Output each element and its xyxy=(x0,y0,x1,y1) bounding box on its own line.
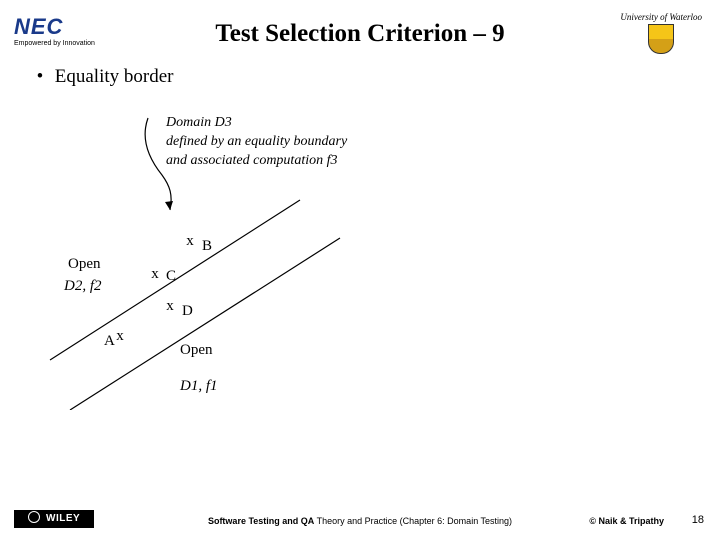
equality-border-diagram: Domain D3 defined by an equality boundary… xyxy=(40,110,350,410)
waterloo-logo: University of Waterloo xyxy=(620,12,702,54)
svg-text:D: D xyxy=(182,303,193,319)
svg-text:defined by an equality boundar: defined by an equality boundary xyxy=(166,134,348,149)
svg-text:D2, f2: D2, f2 xyxy=(63,278,102,294)
svg-text:Open: Open xyxy=(68,256,101,272)
footer-center-plain: Theory and Practice (Chapter 6: Domain T… xyxy=(314,516,512,526)
svg-text:C: C xyxy=(166,268,176,284)
svg-text:Domain D3: Domain D3 xyxy=(165,115,232,130)
footer-copyright: © Naik & Tripathy xyxy=(589,516,664,526)
svg-text:B: B xyxy=(202,238,212,254)
footer: WILEY Software Testing and QA Theory and… xyxy=(0,508,720,532)
slide: NEC Empowered by Innovation Test Selecti… xyxy=(0,0,720,540)
page-number: 18 xyxy=(692,514,704,526)
page-title: Test Selection Criterion – 9 xyxy=(0,20,720,48)
svg-text:x: x xyxy=(151,266,159,282)
bullet-text: Equality border xyxy=(55,66,174,87)
footer-center-bold: Software Testing and QA xyxy=(208,516,314,526)
svg-text:Open: Open xyxy=(180,342,213,358)
bullet-dot-icon: • xyxy=(30,66,50,88)
waterloo-shield-icon xyxy=(648,24,674,54)
header: NEC Empowered by Innovation Test Selecti… xyxy=(0,8,720,68)
svg-text:x: x xyxy=(116,328,124,344)
svg-text:x: x xyxy=(186,233,194,249)
bullet-item: • Equality border xyxy=(30,66,173,88)
svg-text:x: x xyxy=(166,298,174,314)
svg-text:A: A xyxy=(104,333,115,349)
waterloo-name: University of Waterloo xyxy=(620,12,702,22)
svg-text:D1, f1: D1, f1 xyxy=(179,378,218,394)
svg-text:and associated computation f3: and associated computation f3 xyxy=(166,153,338,168)
